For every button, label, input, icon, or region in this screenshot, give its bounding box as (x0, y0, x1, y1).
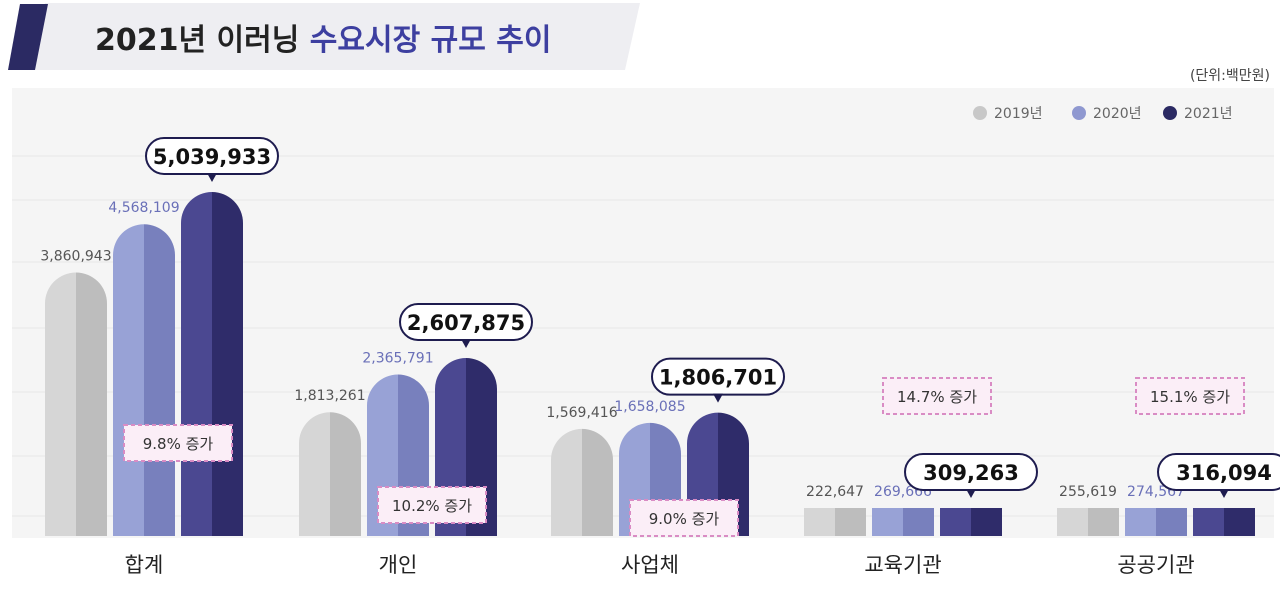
legend: 2019년 2020년 2021년 (973, 106, 1233, 122)
growth-badge-public: 15.1% 증가 (1135, 377, 1245, 415)
growth-badge-box (123, 424, 233, 462)
growth-badge-text: 9.8% 증가 (143, 435, 214, 453)
bar-education-2021 (940, 508, 1002, 536)
value-label-individual-2019: 1,813,261 (294, 388, 365, 404)
category-label-education: 교육기관 (864, 553, 941, 577)
growth-badge-total: 9.8% 증가 (123, 424, 233, 462)
bar-public-2020 (1125, 508, 1187, 536)
page-title: 2021년 이러닝 수요시장 규모 추이 (95, 23, 552, 58)
value-label-individual-2021: 2,607,875 (407, 311, 525, 335)
growth-badge-text: 15.1% 증가 (1150, 388, 1230, 406)
value-label-individual-2020: 2,365,791 (362, 351, 433, 367)
growth-badge-box (629, 499, 739, 537)
callout-total-2021: 5,039,933 (145, 137, 279, 182)
value-label-public-2021: 316,094 (1176, 461, 1272, 485)
unit-label: (단위:백만원) (1190, 68, 1270, 84)
callout-pointer (461, 338, 471, 348)
value-label-total-2020: 4,568,109 (108, 200, 179, 216)
bar-total-2021 (181, 192, 243, 536)
growth-badge-text: 14.7% 증가 (897, 388, 977, 406)
value-label-business-2020: 1,658,085 (614, 399, 685, 415)
value-label-total-2021: 5,039,933 (153, 145, 271, 169)
callout-pointer (966, 489, 976, 498)
value-label-business-2021: 1,806,701 (659, 366, 777, 390)
legend-label-2019: 2019년 (994, 106, 1043, 122)
bar-total-2020 (113, 224, 175, 536)
value-label-public-2019: 255,619 (1059, 484, 1117, 500)
legend-label-2021: 2021년 (1184, 106, 1233, 122)
title-banner (30, 3, 640, 70)
value-label-education-2019: 222,647 (806, 484, 864, 500)
growth-badge-text: 10.2% 증가 (392, 497, 472, 515)
labels-layer: 3,860,943 4,568,109 5,039,933 합계 1,813,261 2,… (40, 137, 1280, 577)
callout-education-2021: 309,263 (904, 453, 1038, 498)
category-label-public: 공공기관 (1117, 553, 1194, 577)
callout-pointer (713, 393, 723, 403)
callout-pointer (1219, 489, 1229, 498)
growth-badge-text: 9.0% 증가 (649, 510, 720, 528)
growth-badge-individual: 10.2% 증가 (377, 486, 487, 524)
section-number-mark (8, 4, 48, 70)
bar-public-2021 (1193, 508, 1255, 536)
callout-pointer (207, 173, 217, 182)
legend-marker-2021 (1163, 106, 1177, 120)
value-label-education-2021: 309,263 (923, 461, 1019, 485)
bar-individual-2019 (299, 412, 361, 536)
bar-education-2020 (872, 508, 934, 536)
bar-business-2019 (551, 428, 613, 536)
category-label-business: 사업체 (621, 553, 679, 577)
bar-total-2019 (45, 272, 107, 536)
growth-badge-box (1135, 377, 1245, 415)
bar-education-2019 (804, 508, 866, 536)
category-label-total: 합계 (125, 553, 164, 577)
callout-business-2021: 1,806,701 (651, 357, 785, 403)
legend-marker-2020 (1072, 106, 1086, 120)
legend-label-2020: 2020년 (1093, 106, 1142, 122)
category-label-individual: 개인 (379, 553, 418, 577)
growth-badge-business: 9.0% 증가 (629, 499, 739, 537)
callout-public-2021: 316,094 (1157, 453, 1280, 498)
growth-badge-box (377, 486, 487, 524)
value-label-business-2019: 1,569,416 (546, 405, 617, 421)
value-label-total-2019: 3,860,943 (40, 248, 111, 264)
bar-public-2019 (1057, 508, 1119, 536)
growth-badge-box (882, 377, 992, 415)
legend-marker-2019 (973, 106, 987, 120)
callout-individual-2021: 2,607,875 (399, 302, 533, 348)
growth-badge-education: 14.7% 증가 (882, 377, 992, 415)
